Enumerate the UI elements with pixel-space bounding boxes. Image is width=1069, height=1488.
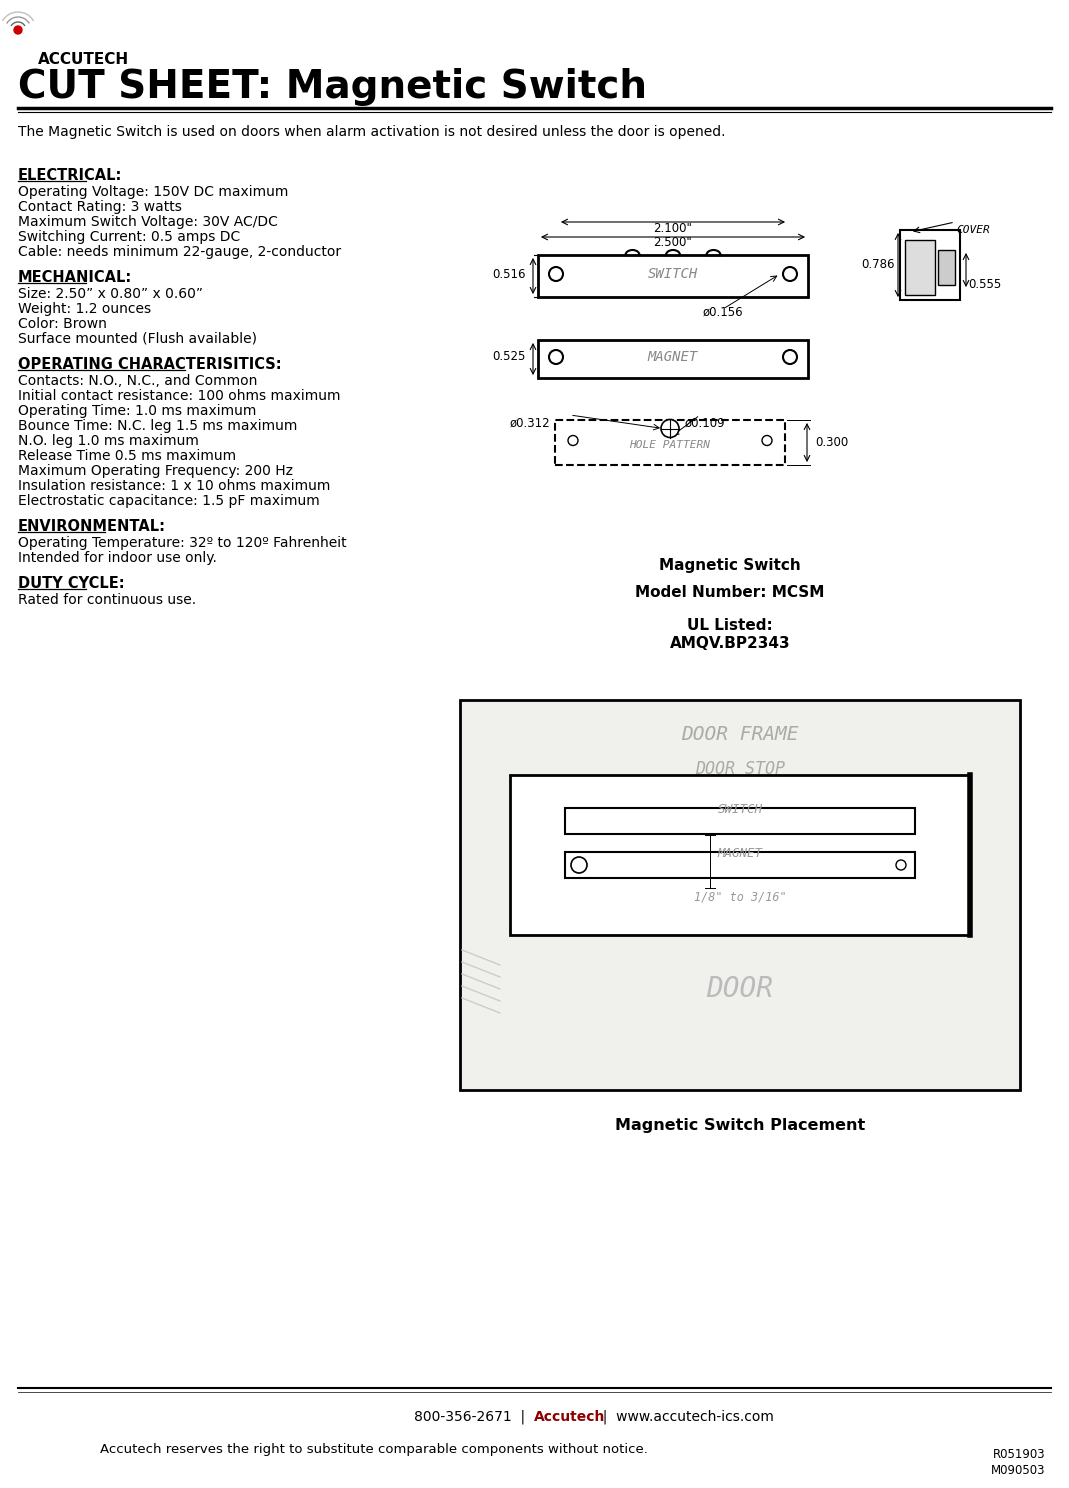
Text: The Magnetic Switch is used on doors when alarm activation is not desired unless: The Magnetic Switch is used on doors whe… — [18, 125, 726, 138]
Text: Operating Time: 1.0 ms maximum: Operating Time: 1.0 ms maximum — [18, 405, 257, 418]
Text: UL Listed:: UL Listed: — [687, 618, 773, 632]
Circle shape — [14, 25, 22, 34]
Text: 0.525: 0.525 — [493, 351, 526, 363]
Circle shape — [549, 266, 563, 281]
Text: AMQV.BP2343: AMQV.BP2343 — [669, 635, 790, 652]
Bar — [938, 250, 955, 286]
Text: N.O. leg 1.0 ms maximum: N.O. leg 1.0 ms maximum — [18, 434, 199, 448]
Text: Release Time 0.5 ms maximum: Release Time 0.5 ms maximum — [18, 449, 236, 463]
Circle shape — [783, 266, 797, 281]
Bar — [538, 254, 808, 298]
Text: Operating Voltage: 150V DC maximum: Operating Voltage: 150V DC maximum — [18, 185, 289, 199]
Bar — [905, 240, 935, 295]
Text: 0.555: 0.555 — [969, 278, 1002, 292]
Text: 0.786: 0.786 — [862, 259, 895, 271]
Text: Switching Current: 0.5 amps DC: Switching Current: 0.5 amps DC — [18, 231, 241, 244]
Text: ACCUTECH: ACCUTECH — [38, 52, 129, 67]
Text: Contact Rating: 3 watts: Contact Rating: 3 watts — [18, 199, 182, 214]
Text: Weight: 1.2 ounces: Weight: 1.2 ounces — [18, 302, 151, 315]
Text: Maximum Operating Frequency: 200 Hz: Maximum Operating Frequency: 200 Hz — [18, 464, 293, 478]
Text: Maximum Switch Voltage: 30V AC/DC: Maximum Switch Voltage: 30V AC/DC — [18, 214, 278, 229]
Text: ENVIRONMENTAL:: ENVIRONMENTAL: — [18, 519, 166, 534]
Text: Intended for indoor use only.: Intended for indoor use only. — [18, 551, 217, 565]
Text: 0.516: 0.516 — [493, 268, 526, 281]
Text: HOLE PATTERN: HOLE PATTERN — [630, 440, 711, 451]
Text: Insulation resistance: 1 x 10 ohms maximum: Insulation resistance: 1 x 10 ohms maxim… — [18, 479, 330, 493]
Text: M090503: M090503 — [991, 1464, 1045, 1478]
Bar — [510, 775, 970, 934]
Text: Operating Temperature: 32º to 120º Fahrenheit: Operating Temperature: 32º to 120º Fahre… — [18, 536, 346, 551]
Text: MAGNET: MAGNET — [648, 350, 698, 365]
Text: DUTY CYCLE:: DUTY CYCLE: — [18, 576, 125, 591]
Bar — [460, 699, 1020, 1091]
Text: Cable: needs minimum 22-gauge, 2-conductor: Cable: needs minimum 22-gauge, 2-conduct… — [18, 246, 341, 259]
Bar — [555, 420, 785, 464]
Bar — [900, 231, 960, 301]
Text: DOOR FRAME: DOOR FRAME — [681, 725, 799, 744]
Text: 2.100": 2.100" — [653, 222, 693, 235]
Text: SWITCH: SWITCH — [717, 804, 762, 815]
Text: Color: Brown: Color: Brown — [18, 317, 107, 330]
Text: ø0.312: ø0.312 — [509, 417, 549, 430]
Text: Magnetic Switch Placement: Magnetic Switch Placement — [615, 1117, 865, 1132]
Bar — [538, 339, 808, 378]
Circle shape — [571, 857, 587, 873]
Text: Contacts: N.O., N.C., and Common: Contacts: N.O., N.C., and Common — [18, 373, 258, 388]
Text: Bounce Time: N.C. leg 1.5 ms maximum: Bounce Time: N.C. leg 1.5 ms maximum — [18, 420, 297, 433]
Text: Surface mounted (Flush available): Surface mounted (Flush available) — [18, 332, 257, 347]
Circle shape — [568, 436, 578, 445]
Text: Initial contact resistance: 100 ohms maximum: Initial contact resistance: 100 ohms max… — [18, 388, 341, 403]
Circle shape — [549, 350, 563, 365]
Text: COVER: COVER — [957, 225, 990, 235]
Text: ø0.109: ø0.109 — [685, 417, 726, 430]
Text: DOOR: DOOR — [707, 975, 774, 1003]
Text: |  www.accutech-ics.com: | www.accutech-ics.com — [594, 1411, 774, 1424]
Text: 2.500": 2.500" — [653, 237, 693, 250]
Circle shape — [783, 350, 797, 365]
Text: SWITCH: SWITCH — [648, 266, 698, 281]
Text: Electrostatic capacitance: 1.5 pF maximum: Electrostatic capacitance: 1.5 pF maximu… — [18, 494, 320, 507]
Text: Magnetic Switch: Magnetic Switch — [660, 558, 801, 573]
Text: CUT SHEET: Magnetic Switch: CUT SHEET: Magnetic Switch — [18, 68, 647, 106]
Text: Size: 2.50” x 0.80” x 0.60”: Size: 2.50” x 0.80” x 0.60” — [18, 287, 203, 301]
Circle shape — [762, 436, 772, 445]
Text: DOOR STOP: DOOR STOP — [695, 760, 785, 778]
Text: 800-356-2671  |: 800-356-2671 | — [414, 1411, 534, 1424]
Text: 0.300: 0.300 — [815, 436, 848, 449]
Text: 1/8" to 3/16": 1/8" to 3/16" — [694, 890, 787, 903]
Text: MAGNET: MAGNET — [717, 847, 762, 860]
Circle shape — [896, 860, 907, 870]
Bar — [566, 853, 915, 878]
Text: Rated for continuous use.: Rated for continuous use. — [18, 594, 196, 607]
Text: ELECTRICAL:: ELECTRICAL: — [18, 168, 122, 183]
Text: MECHANICAL:: MECHANICAL: — [18, 269, 133, 286]
Circle shape — [661, 420, 679, 437]
Bar — [566, 808, 915, 833]
Text: Accutech reserves the right to substitute comparable components without notice.: Accutech reserves the right to substitut… — [100, 1443, 648, 1455]
Text: ø0.156: ø0.156 — [703, 305, 744, 318]
Text: Accutech: Accutech — [534, 1411, 605, 1424]
Text: OPERATING CHARACTERISITICS:: OPERATING CHARACTERISITICS: — [18, 357, 281, 372]
Text: R051903: R051903 — [992, 1448, 1045, 1461]
Text: Model Number: MCSM: Model Number: MCSM — [635, 585, 824, 600]
